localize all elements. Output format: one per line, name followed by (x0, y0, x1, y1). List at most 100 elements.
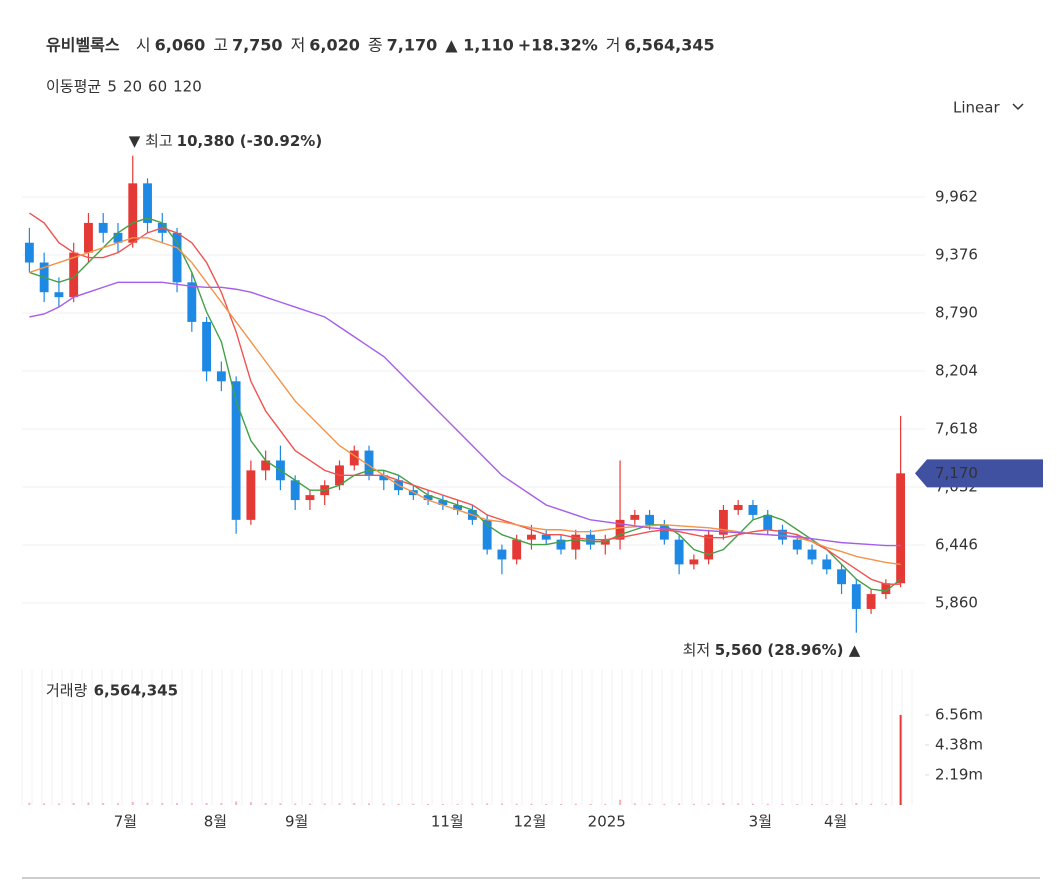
volume-bar (161, 803, 164, 805)
candle-body (704, 534, 714, 560)
volume-bar (515, 803, 518, 805)
volume-bar (825, 803, 828, 805)
volume-bar (323, 803, 326, 805)
candle-body (556, 539, 566, 550)
candle-body (84, 222, 93, 253)
volume-bar (279, 803, 282, 805)
y-tick-label: 7,618 (935, 419, 978, 437)
volume-bar (397, 803, 400, 805)
candle-body (482, 519, 492, 550)
quote-text: 7,170 (387, 36, 438, 55)
y-tick-label: 5,860 (935, 593, 978, 611)
quote-text: 종 (368, 36, 383, 55)
candle-body (541, 534, 551, 540)
volume-bar (781, 803, 784, 805)
volume-bar (692, 803, 695, 805)
volume-bar (811, 803, 814, 805)
last-price-tag (915, 459, 1043, 488)
volume-bar (530, 803, 533, 805)
volume-bar (855, 802, 858, 805)
candle-body (202, 321, 212, 372)
volume-bar (220, 803, 223, 805)
candle-body (128, 183, 138, 243)
volume-bar (884, 803, 887, 805)
quote-text: 시 (136, 36, 151, 55)
x-tick-label: 11월 (431, 813, 464, 831)
quote-text: 거 (606, 36, 621, 55)
candle-body (630, 514, 640, 520)
volume-bar (678, 803, 681, 805)
volume-bar (176, 803, 179, 805)
candle-body (98, 222, 108, 233)
candle-body (763, 514, 773, 530)
stock-name: 유비벨록스 (46, 36, 120, 55)
candle-body (837, 569, 846, 585)
legend-entry: 120 (173, 78, 202, 96)
low-text: 5,560 (28.96%) ▲ (715, 641, 861, 659)
volume-bar (338, 803, 341, 805)
candle-body (453, 505, 463, 510)
candle-body (231, 381, 241, 520)
volume-bar (619, 799, 622, 805)
quote-text: 저 (291, 36, 306, 55)
ma-line (28, 212, 901, 585)
candle-body (113, 232, 123, 243)
legend-entry: 60 (148, 78, 167, 96)
volume-bar (545, 803, 548, 805)
volume-title: 거래량 (46, 682, 88, 700)
candle-body (674, 539, 684, 565)
candle-body (54, 292, 64, 298)
y-tick-label: 6.56m (935, 706, 983, 724)
volume-bar (589, 803, 592, 805)
candle-body (364, 450, 374, 476)
scale-select[interactable]: Linear (953, 99, 1000, 117)
high-key: ▼ 최고 (129, 132, 173, 150)
volume-bar (737, 803, 740, 805)
volume-bar (116, 803, 119, 805)
volume-bar (840, 803, 843, 805)
quote-text: 6,020 (309, 36, 360, 55)
candle-body (349, 450, 359, 466)
volume-bar (235, 801, 238, 805)
candle-body (423, 495, 433, 501)
candle-body (718, 509, 728, 535)
last-price-label: 7,170 (935, 464, 978, 482)
candle-body (689, 559, 699, 565)
candle-body (246, 470, 256, 520)
candle-body (379, 475, 389, 481)
candle-body (24, 242, 34, 263)
volume-bar (146, 802, 149, 805)
volume-bar (870, 803, 873, 805)
legend-entry: 5 (107, 78, 117, 96)
y-tick-label: 9,376 (935, 246, 978, 264)
volume-bar (43, 803, 46, 805)
volume-bar (353, 802, 356, 805)
ma-line (29, 217, 902, 592)
volume-bar (574, 803, 577, 805)
low-key: 최저 (683, 641, 711, 659)
ma-line (29, 281, 901, 547)
candle-body (261, 460, 271, 471)
candle-body (866, 594, 876, 609)
ma-title: 이동평균 (46, 78, 101, 96)
volume-bar (368, 803, 371, 805)
volume-bar (57, 803, 60, 805)
quote-text: ▲ 1,110 (445, 36, 513, 55)
candle-body (807, 549, 817, 560)
volume-bar (899, 714, 902, 805)
candle-body (733, 505, 743, 510)
volume-bar (471, 803, 474, 805)
y-tick-label: 8,204 (935, 361, 978, 379)
chevron[interactable] (1012, 103, 1024, 111)
volume-bar (456, 803, 459, 805)
volume-bar (72, 802, 75, 805)
volume-bar (766, 803, 769, 805)
candle-body (527, 534, 536, 540)
quote-text: +18.32% (518, 36, 598, 55)
candle-body (305, 495, 315, 501)
volume-bar (663, 803, 666, 805)
candle-body (778, 529, 787, 540)
volume-bar (604, 803, 607, 805)
x-tick-label: 12월 (514, 813, 547, 831)
